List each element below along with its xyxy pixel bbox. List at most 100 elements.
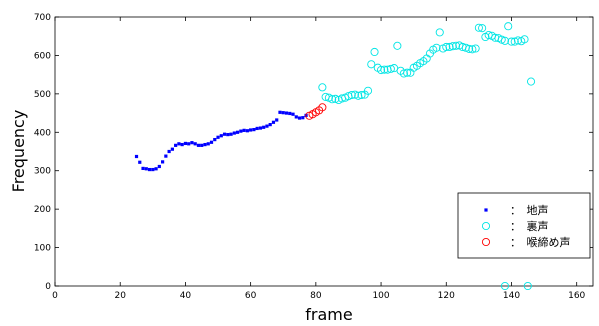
series-2 <box>305 103 327 120</box>
data-point <box>154 167 158 171</box>
data-point <box>523 281 532 291</box>
data-point <box>386 64 395 73</box>
y-tick-label: 700 <box>34 13 51 23</box>
data-point <box>445 42 454 52</box>
data-point <box>206 142 210 146</box>
data-point <box>297 116 302 120</box>
data-point <box>183 141 188 146</box>
legend-marker <box>481 221 491 231</box>
data-point <box>318 103 327 112</box>
data-point <box>288 111 292 116</box>
x-axis-title: frame <box>305 305 352 324</box>
data-point <box>500 36 510 45</box>
legend-label: ： 裏声 <box>510 219 549 233</box>
y-tick-label: 300 <box>34 167 51 177</box>
axes: 0 20 40 60 80 100 120 140 160 0 100 200 300 400 500 600… <box>34 13 594 301</box>
legend-label: ： 喉締め声 <box>510 235 571 249</box>
series-1 <box>318 22 536 291</box>
x-tick-label: 120 <box>438 291 455 301</box>
data-point <box>235 130 240 134</box>
data-point <box>526 77 536 86</box>
data-point <box>242 128 246 132</box>
data-point <box>513 36 523 45</box>
y-tick-label: 600 <box>34 51 51 61</box>
data-point <box>213 137 217 142</box>
data-point <box>134 154 139 159</box>
data-point <box>294 115 298 119</box>
legend-box <box>457 192 591 259</box>
data-point <box>271 120 276 124</box>
data-point <box>193 142 197 146</box>
data-point <box>275 118 279 122</box>
x-tick-label: 40 <box>180 291 192 301</box>
data-point <box>177 142 181 146</box>
data-point <box>249 128 253 132</box>
y-tick-label: 200 <box>34 205 51 215</box>
data-point <box>393 41 402 50</box>
data-point <box>284 111 289 115</box>
data-point <box>174 143 178 147</box>
y-tick-label: 0 <box>45 282 51 292</box>
data-point <box>507 37 516 46</box>
data-point <box>268 123 272 127</box>
data-point <box>200 143 204 147</box>
data-point <box>354 91 363 100</box>
data-point <box>468 45 477 54</box>
series-0 <box>134 110 308 172</box>
legend-label: ： 地声 <box>510 203 549 217</box>
data-point <box>252 127 256 132</box>
data-point <box>478 24 487 33</box>
data-point <box>255 126 259 131</box>
data-point <box>465 44 474 53</box>
data-point <box>363 86 373 95</box>
data-point <box>196 143 201 147</box>
data-point <box>170 147 174 151</box>
data-point <box>367 60 376 69</box>
data-point <box>141 166 145 171</box>
data-point <box>504 22 513 31</box>
data-point <box>435 28 444 37</box>
data-point <box>203 142 207 147</box>
data-point <box>190 141 194 145</box>
x-tick-label: 160 <box>568 291 585 301</box>
data-point <box>399 69 408 78</box>
legend-marker <box>481 237 491 247</box>
data-point <box>262 125 266 129</box>
data-point <box>265 124 269 128</box>
data-point <box>380 65 389 74</box>
data-point <box>281 111 285 115</box>
data-point <box>318 83 327 92</box>
data-point <box>164 154 168 158</box>
data-point <box>226 132 230 137</box>
y-tick-label: 100 <box>34 244 51 254</box>
data-point <box>432 43 441 52</box>
data-point <box>144 167 148 171</box>
data-point <box>510 37 519 46</box>
x-tick-label: 60 <box>245 291 257 301</box>
data-point <box>209 140 214 144</box>
data-point <box>167 149 171 154</box>
data-point <box>452 41 461 50</box>
data-point <box>187 142 191 146</box>
data-point <box>161 160 165 164</box>
data-point <box>350 90 360 99</box>
data-point <box>357 90 366 100</box>
x-tick-label: 0 <box>52 291 58 301</box>
x-tick-label: 140 <box>503 291 520 301</box>
legend-marker <box>484 208 488 212</box>
data-point <box>180 142 184 147</box>
y-axis-title: Frequency <box>9 110 28 193</box>
data-point <box>442 42 451 52</box>
plot-frame <box>54 16 594 287</box>
data-point <box>229 132 233 136</box>
data-point <box>520 35 529 44</box>
data-series <box>134 22 536 291</box>
data-point <box>474 23 483 32</box>
legend: ： 地声 ： 裏声 ： 喉締め声 <box>457 192 591 259</box>
data-point <box>328 95 337 104</box>
data-point <box>403 68 412 77</box>
data-point <box>448 42 457 51</box>
data-point <box>138 160 142 164</box>
data-point <box>147 167 152 172</box>
